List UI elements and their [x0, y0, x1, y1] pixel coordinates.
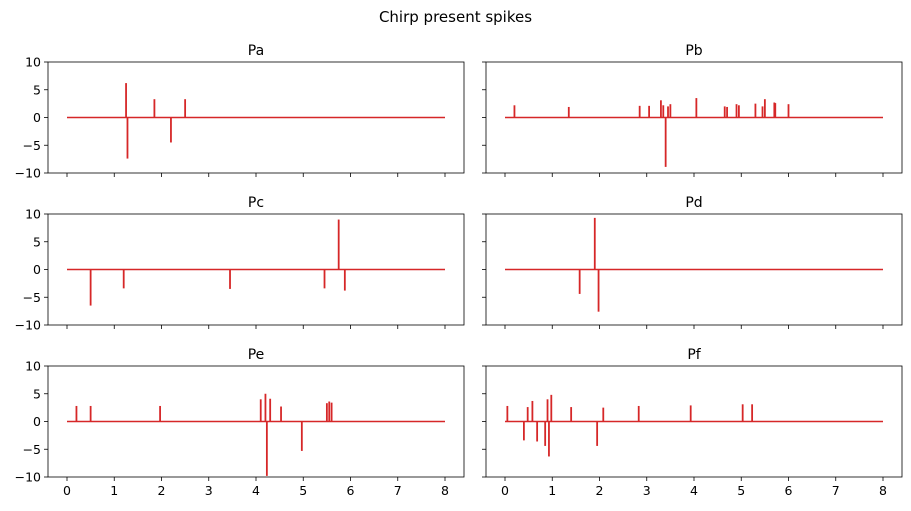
x-tick-label: 7 [394, 483, 402, 498]
subplot-pf: Pf 0 1 2 3 4 5 6 7 8 [482, 347, 903, 498]
subplot-pe: Pe 10 5 0 −5 −10 0 1 2 3 4 5 6 7 8 [15, 347, 465, 498]
subplot-pc: Pc 10 5 0 −5 −10 [15, 195, 465, 333]
subplot-pb: Pb [482, 43, 903, 177]
subplot-title: Pb [685, 43, 702, 59]
x-tick-label: 6 [347, 483, 355, 498]
y-tick-label: 5 [33, 234, 41, 249]
x-tick-label: 8 [441, 483, 449, 498]
x-tick-label: 3 [643, 483, 651, 498]
y-tick-label: −5 [23, 138, 41, 153]
x-tick-label: 0 [63, 483, 71, 498]
x-tick-label: 0 [501, 483, 509, 498]
x-tick-label: 4 [252, 483, 260, 498]
y-tick-label: 10 [25, 207, 41, 222]
y-tick-label: −10 [15, 470, 41, 485]
x-tick-label: 1 [548, 483, 556, 498]
x-tick-label: 4 [690, 483, 698, 498]
y-tick-label: 0 [33, 110, 41, 125]
x-tick-label: 2 [596, 483, 604, 498]
y-tick-label: −10 [15, 166, 41, 181]
x-tick-label: 6 [785, 483, 793, 498]
y-tick-label: 5 [33, 386, 41, 401]
subplot-title: Pc [248, 195, 264, 211]
x-tick-label: 1 [110, 483, 118, 498]
y-tick-label: 10 [25, 55, 41, 70]
y-tick-label: 0 [33, 414, 41, 429]
x-tick-label: 8 [879, 483, 887, 498]
x-tick-label: 7 [832, 483, 840, 498]
y-tick-label: 0 [33, 262, 41, 277]
y-tick-label: 10 [25, 359, 41, 374]
subplot-title: Pe [248, 347, 265, 363]
x-tick-label: 5 [299, 483, 307, 498]
subplot-title: Pf [687, 347, 701, 363]
y-tick-label: 5 [33, 82, 41, 97]
y-tick-label: −10 [15, 318, 41, 333]
subplot-pa: Pa 10 5 0 −5 −10 [15, 43, 465, 181]
x-tick-label: 3 [205, 483, 213, 498]
subplot-pd: Pd [482, 195, 903, 329]
figure-title: Chirp present spikes [379, 8, 532, 26]
x-tick-label: 2 [158, 483, 166, 498]
y-tick-label: −5 [23, 442, 41, 457]
x-tick-label: 5 [737, 483, 745, 498]
subplot-title: Pd [685, 195, 702, 211]
y-tick-label: −5 [23, 290, 41, 305]
subplot-title: Pa [248, 43, 264, 59]
